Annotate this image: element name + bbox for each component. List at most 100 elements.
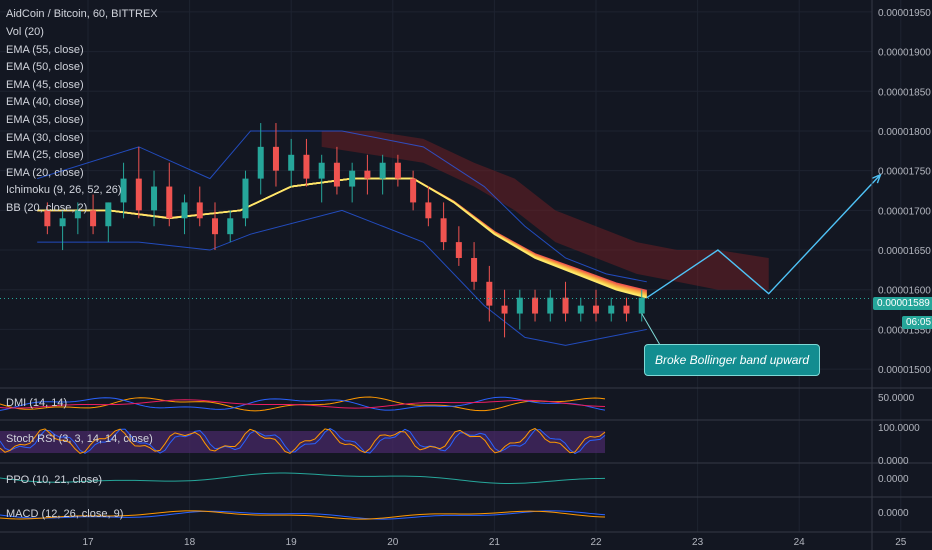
candle-body (151, 186, 158, 211)
panel-label[interactable]: MACD (12, 26, close, 9) (6, 508, 124, 520)
candle-body (638, 297, 645, 314)
candle (272, 123, 279, 187)
price-tick-label: 0.00001750 (878, 167, 931, 178)
panel-label[interactable]: Stoch RSI (3, 3, 14, 14, close) (6, 433, 153, 445)
candle-body (90, 210, 97, 227)
indicator-label[interactable]: EMA (35, close) (6, 114, 84, 126)
candle (105, 202, 112, 243)
candle (44, 202, 51, 235)
time-tick-label: 24 (794, 537, 806, 548)
candle (74, 202, 81, 235)
indicator-label[interactable]: EMA (55, close) (6, 43, 84, 56)
candle-body (333, 162, 340, 187)
projection-line (646, 174, 881, 299)
candle (318, 154, 325, 203)
indicator-label[interactable]: Ichimoku (9, 26, 52, 26) (6, 184, 122, 197)
candle-body (242, 178, 249, 219)
panel-label[interactable]: PPO (10, 21, close) (6, 474, 102, 486)
candlesticks (0, 123, 872, 338)
candle-body (74, 210, 81, 219)
candle-body (120, 178, 127, 203)
candle (394, 154, 401, 187)
indicator-label[interactable]: Vol (20) (6, 26, 44, 38)
candle-body (212, 218, 218, 235)
candle (151, 170, 158, 227)
projection-path (641, 173, 882, 346)
indicator-label[interactable]: EMA (45, close) (6, 78, 84, 91)
indicator-label[interactable]: EMA (40, close) (6, 96, 84, 109)
candle (227, 210, 234, 243)
dmi-line (0, 399, 606, 409)
candle (486, 265, 493, 322)
indicator-label[interactable]: EMA (20, close) (6, 166, 84, 179)
time-tick-label: 25 (895, 537, 907, 548)
indicator-label[interactable]: EMA (25, close) (6, 149, 84, 162)
candle-body (532, 297, 539, 314)
annotation-callout[interactable]: Broke Bollinger band upward (644, 344, 821, 376)
candle-body (623, 305, 630, 314)
dmi-line (0, 396, 606, 411)
price-tick-label: 0.00001650 (878, 246, 931, 257)
candle-body (196, 202, 203, 219)
candle (364, 154, 371, 195)
candle (288, 138, 295, 187)
candle (166, 162, 173, 227)
candle-body (272, 146, 279, 171)
panel-axis-label: 100.0000 (878, 423, 920, 434)
current-price-badge: 0.00001589 (873, 297, 932, 310)
candle-body (425, 202, 432, 219)
candle-body (608, 305, 615, 314)
indicator-label[interactable]: EMA (50, close) (6, 61, 84, 74)
candle-body (501, 305, 508, 314)
ppo-line (0, 472, 606, 484)
candle (425, 186, 432, 227)
indicator-label[interactable]: EMA (30, close) (6, 131, 84, 144)
candle-body (364, 170, 371, 179)
candle-body (44, 210, 51, 227)
candle (257, 123, 264, 195)
grid (0, 0, 902, 532)
candle-body (227, 218, 234, 235)
panel-axis-label: 0.0000 (878, 474, 909, 485)
candle (471, 242, 478, 290)
candle (242, 170, 249, 227)
candle (135, 146, 142, 219)
candle-body (257, 146, 264, 179)
panel-label[interactable]: DMI (14, 14) (6, 397, 68, 409)
candle (623, 297, 630, 322)
candle (181, 194, 188, 235)
candle-body (349, 170, 356, 187)
candle-body (410, 178, 417, 203)
candle (547, 289, 554, 322)
candle (349, 162, 356, 203)
projection-arrowhead (871, 173, 882, 184)
candle (379, 154, 386, 195)
candle-body (455, 242, 462, 258)
candle (455, 226, 462, 266)
time-tick-label: 21 (489, 537, 501, 548)
price-tick-label: 0.00001800 (878, 127, 931, 138)
price-tick-label: 0.00001900 (878, 48, 931, 59)
indicator-label[interactable]: BB (20, close, 2) (6, 202, 88, 214)
candle (562, 281, 569, 322)
candle (212, 202, 218, 251)
candle (333, 146, 340, 195)
macd-line (0, 510, 606, 520)
time-tick-label: 20 (387, 537, 399, 548)
time-tick-label: 18 (184, 537, 196, 548)
candle (90, 194, 97, 235)
candle-body (440, 218, 447, 243)
candle (59, 210, 66, 251)
candle-body (288, 154, 295, 171)
candle-body (577, 305, 584, 314)
candle (196, 186, 203, 227)
candle (410, 170, 417, 211)
candle-body (379, 162, 386, 179)
price-tick-label: 0.00001500 (878, 365, 931, 376)
price-tick-label: 0.00001950 (878, 8, 931, 19)
candle-body (562, 297, 569, 314)
candle-body (166, 186, 173, 219)
callout-pointer (641, 313, 661, 346)
candle-body (547, 297, 554, 314)
candle-body (303, 154, 310, 179)
